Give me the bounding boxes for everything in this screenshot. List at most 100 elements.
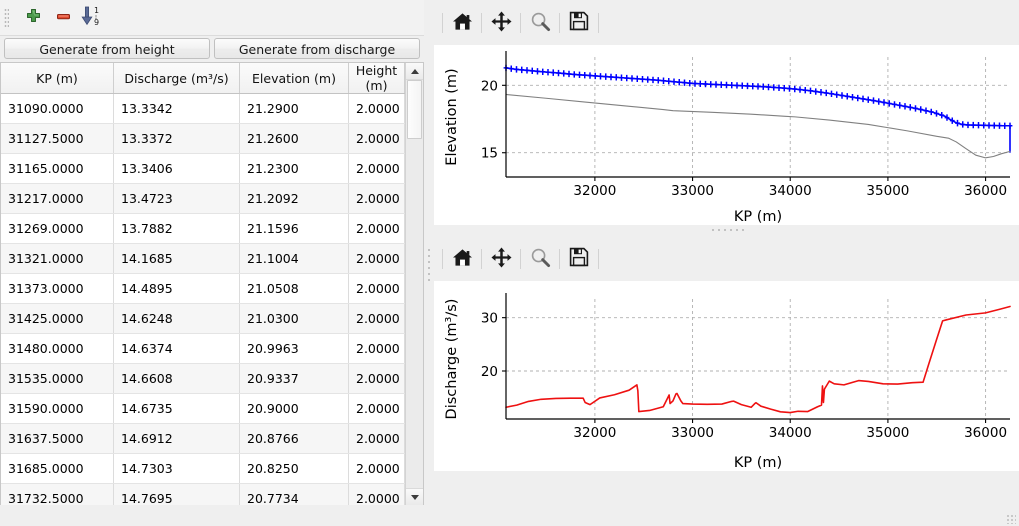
horizontal-splitter[interactable] — [434, 225, 1019, 236]
table-cell-discharge[interactable]: 13.3406 — [113, 153, 240, 184]
table-row[interactable]: 31217.0000 13.4723 21.2092 2.0000 — [1, 183, 405, 214]
table-cell-discharge[interactable]: 14.6374 — [113, 333, 240, 364]
table-cell-kp[interactable]: 31732.5000 — [1, 483, 114, 505]
table-cell-kp[interactable]: 31090.0000 — [1, 93, 114, 124]
table-cell-elevation[interactable]: 20.7734 — [239, 483, 349, 505]
zoom-button[interactable] — [521, 6, 559, 40]
table-cell-discharge[interactable]: 14.7303 — [113, 453, 240, 484]
table-cell-height[interactable]: 2.0000 — [348, 453, 405, 484]
table-cell-kp[interactable]: 31637.5000 — [1, 423, 114, 454]
table-cell-elevation[interactable]: 21.0508 — [239, 273, 349, 304]
table-cell-discharge[interactable]: 13.3372 — [113, 123, 240, 154]
generate-from-height-button[interactable]: Generate from height — [4, 38, 210, 59]
table-cell-kp[interactable]: 31373.0000 — [1, 273, 114, 304]
table-cell-elevation[interactable]: 21.2600 — [239, 123, 349, 154]
table-cell-elevation[interactable]: 20.9000 — [239, 393, 349, 424]
table-cell-elevation[interactable]: 21.1004 — [239, 243, 349, 274]
table-row[interactable]: 31590.0000 14.6735 20.9000 2.0000 — [1, 393, 405, 424]
table-row[interactable]: 31090.0000 13.3342 21.2900 2.0000 — [1, 93, 405, 124]
table-cell-discharge[interactable]: 14.4895 — [113, 273, 240, 304]
table-cell-elevation[interactable]: 21.2300 — [239, 153, 349, 184]
table-cell-height[interactable]: 2.0000 — [348, 393, 405, 424]
scrollbar-thumb[interactable] — [407, 80, 422, 139]
table-cell-kp[interactable]: 31127.5000 — [1, 123, 114, 154]
table-cell-elevation[interactable]: 21.2900 — [239, 93, 349, 124]
table-cell-elevation[interactable]: 21.0300 — [239, 303, 349, 334]
table-row[interactable]: 31425.0000 14.6248 21.0300 2.0000 — [1, 303, 405, 334]
table-cell-discharge[interactable]: 13.7882 — [113, 213, 240, 244]
table-cell-kp[interactable]: 31165.0000 — [1, 153, 114, 184]
table-row[interactable]: 31685.0000 14.7303 20.8250 2.0000 — [1, 453, 405, 484]
remove-row-button[interactable] — [48, 3, 78, 33]
column-header-discharge[interactable]: Discharge (m³/s) — [113, 63, 240, 94]
table-cell-discharge[interactable]: 14.1685 — [113, 243, 240, 274]
table-cell-height[interactable]: 2.0000 — [348, 423, 405, 454]
add-row-button[interactable] — [18, 3, 48, 33]
toolbar-drag-handle[interactable] — [4, 6, 13, 30]
table-cell-height[interactable]: 2.0000 — [348, 483, 405, 505]
elevation-plot-canvas[interactable]: 32000 33000 34000 35000 36000 15 20 KP (m) Eleva… — [434, 45, 1019, 225]
vertical-splitter[interactable] — [424, 0, 434, 526]
table-cell-discharge[interactable]: 13.3342 — [113, 93, 240, 124]
table-cell-height[interactable]: 2.0000 — [348, 153, 405, 184]
table-row[interactable]: 31165.0000 13.3406 21.2300 2.0000 — [1, 153, 405, 184]
table-cell-kp[interactable]: 31425.0000 — [1, 303, 114, 334]
sort-descending-button[interactable]: 1 9 — [78, 3, 108, 33]
scroll-down-arrow[interactable] — [406, 488, 423, 505]
home-button[interactable] — [443, 242, 481, 276]
table-cell-kp[interactable]: 31321.0000 — [1, 243, 114, 274]
table-cell-elevation[interactable]: 21.2092 — [239, 183, 349, 214]
discharge-plot-canvas[interactable]: 32000 33000 34000 35000 36000 20 30 KP (m) Disch… — [434, 281, 1019, 471]
table-cell-height[interactable]: 2.0000 — [348, 273, 405, 304]
table-cell-discharge[interactable]: 14.7695 — [113, 483, 240, 505]
table-row[interactable]: 31269.0000 13.7882 21.1596 2.0000 — [1, 213, 405, 244]
table-row[interactable]: 31732.5000 14.7695 20.7734 2.0000 — [1, 483, 405, 505]
table-cell-discharge[interactable]: 14.6735 — [113, 393, 240, 424]
table-cell-height[interactable]: 2.0000 — [348, 303, 405, 334]
table-cell-height[interactable]: 2.0000 — [348, 123, 405, 154]
column-header-kp[interactable]: KP (m) — [1, 63, 114, 94]
charts-panel: 32000 33000 34000 35000 36000 15 20 KP (m) Eleva… — [434, 0, 1019, 526]
zoom-button[interactable] — [521, 242, 559, 276]
generate-from-discharge-button[interactable]: Generate from discharge — [214, 38, 420, 59]
table-cell-discharge[interactable]: 14.6248 — [113, 303, 240, 334]
table-cell-height[interactable]: 2.0000 — [348, 183, 405, 214]
data-table-viewport[interactable]: KP (m) Discharge (m³/s) Elevation (m) He… — [1, 63, 405, 505]
save-button[interactable] — [560, 6, 598, 40]
table-row[interactable]: 31535.0000 14.6608 20.9337 2.0000 — [1, 363, 405, 394]
table-cell-kp[interactable]: 31590.0000 — [1, 393, 114, 424]
table-cell-kp[interactable]: 31269.0000 — [1, 213, 114, 244]
table-cell-elevation[interactable]: 21.1596 — [239, 213, 349, 244]
table-cell-discharge[interactable]: 14.6608 — [113, 363, 240, 394]
table-cell-height[interactable]: 2.0000 — [348, 363, 405, 394]
table-row[interactable]: 31637.5000 14.6912 20.8766 2.0000 — [1, 423, 405, 454]
table-cell-kp[interactable]: 31535.0000 — [1, 363, 114, 394]
table-cell-height[interactable]: 2.0000 — [348, 213, 405, 244]
table-cell-discharge[interactable]: 14.6912 — [113, 423, 240, 454]
pan-button[interactable] — [482, 6, 520, 40]
table-cell-elevation[interactable]: 20.9963 — [239, 333, 349, 364]
table-cell-kp[interactable]: 31217.0000 — [1, 183, 114, 214]
table-row[interactable]: 31373.0000 14.4895 21.0508 2.0000 — [1, 273, 405, 304]
resize-grip[interactable] — [1006, 514, 1016, 524]
scroll-up-arrow[interactable] — [406, 63, 423, 80]
table-cell-kp[interactable]: 31480.0000 — [1, 333, 114, 364]
table-vertical-scrollbar[interactable] — [405, 63, 424, 505]
save-button[interactable] — [560, 242, 598, 276]
table-cell-kp[interactable]: 31685.0000 — [1, 453, 114, 484]
pan-button[interactable] — [482, 242, 520, 276]
home-button[interactable] — [443, 6, 481, 40]
table-cell-elevation[interactable]: 20.8766 — [239, 423, 349, 454]
table-row[interactable]: 31127.5000 13.3372 21.2600 2.0000 — [1, 123, 405, 154]
table-cell-elevation[interactable]: 20.9337 — [239, 363, 349, 394]
table-cell-height[interactable]: 2.0000 — [348, 333, 405, 364]
table-cell-height[interactable]: 2.0000 — [348, 243, 405, 274]
table-cell-discharge[interactable]: 13.4723 — [113, 183, 240, 214]
table-cell-elevation[interactable]: 20.8250 — [239, 453, 349, 484]
column-header-elevation[interactable]: Elevation (m) — [239, 63, 349, 94]
table-cell-height[interactable]: 2.0000 — [348, 93, 405, 124]
table-row[interactable]: 31321.0000 14.1685 21.1004 2.0000 — [1, 243, 405, 274]
scrollbar-track[interactable] — [406, 80, 423, 488]
column-header-height[interactable]: Height (m) — [348, 63, 405, 94]
table-row[interactable]: 31480.0000 14.6374 20.9963 2.0000 — [1, 333, 405, 364]
